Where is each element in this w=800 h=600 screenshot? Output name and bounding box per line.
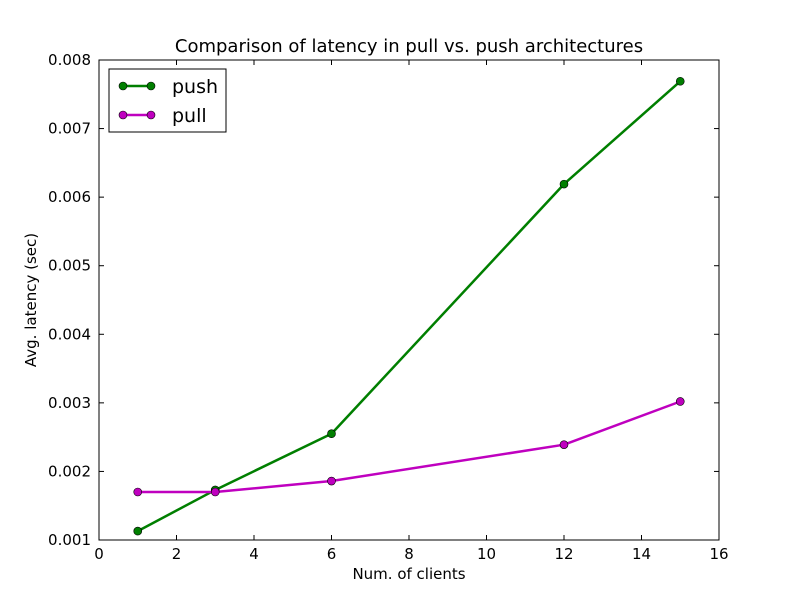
x-tick-label: 0 (94, 545, 104, 563)
legend-marker-push (146, 81, 156, 91)
legend-box (108, 68, 227, 133)
legend-label-push: push (172, 76, 218, 98)
data-point-pull (327, 476, 336, 486)
data-point-pull (675, 397, 685, 406)
x-tick-label: 16 (709, 545, 728, 563)
x-tick-label: 10 (477, 545, 496, 563)
chart-title: Comparison of latency in pull vs. push a… (175, 36, 643, 57)
x-tick-label: 4 (249, 545, 259, 563)
y-tick-label: 0.005 (48, 257, 91, 275)
data-point-pull (133, 487, 143, 497)
tick-labels: 0 2 4 6 8 10 12 14 16 0.001 0.002 0.003 0.004 0.005 0.… (48, 51, 729, 563)
data-point-pull (210, 487, 220, 497)
x-tick-label: 12 (554, 545, 573, 563)
y-tick-label: 0.008 (48, 51, 91, 69)
legend-marker-pull (146, 110, 156, 120)
y-axis-label: Avg. latency (sec) (22, 233, 40, 367)
y-tick-label: 0.007 (48, 120, 91, 138)
y-tick-label: 0.002 (48, 462, 91, 480)
x-tick-label: 8 (404, 545, 414, 563)
data-point-pull (559, 440, 569, 449)
y-tick-label: 0.006 (48, 188, 91, 206)
x-axis-label: Num. of clients (352, 565, 465, 583)
x-tick-label: 2 (172, 545, 182, 563)
legend: push pull (108, 68, 227, 133)
x-tick-label: 14 (632, 545, 651, 563)
data-point-push (559, 179, 569, 189)
legend-marker-pull (118, 110, 128, 120)
series-layer (133, 76, 685, 536)
legend-label-pull: pull (172, 105, 207, 127)
x-tick-label: 6 (327, 545, 337, 563)
legend-marker-push (118, 81, 128, 91)
plot-area (98, 59, 720, 541)
y-tick-label: 0.001 (48, 531, 91, 549)
y-tick-label: 0.004 (48, 325, 91, 343)
data-point-push (327, 429, 336, 439)
axis-ticks (98, 59, 720, 541)
y-tick-label: 0.003 (48, 394, 91, 412)
data-point-push (675, 76, 685, 86)
data-point-push (133, 526, 143, 536)
